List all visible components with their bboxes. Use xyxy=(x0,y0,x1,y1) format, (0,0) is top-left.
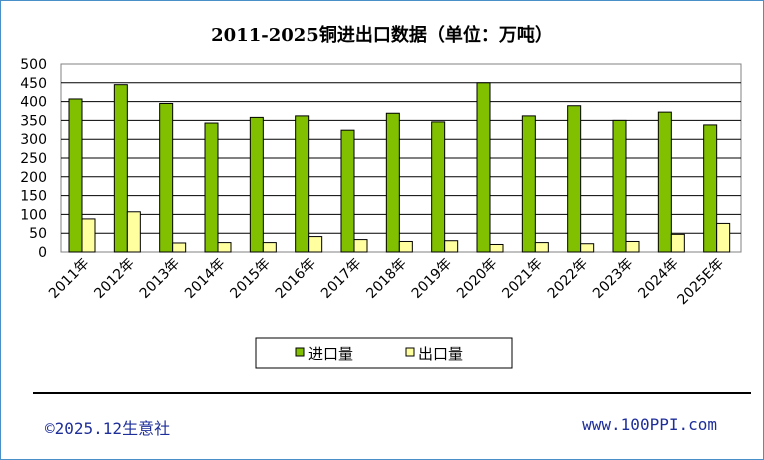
bar-export-13 xyxy=(670,233,685,253)
x-tick-label: 2017年 xyxy=(318,256,364,302)
bar-export-6 xyxy=(353,239,368,253)
bar-export-11 xyxy=(580,243,595,253)
bar-import-0 xyxy=(68,98,83,253)
y-tick-label: 0 xyxy=(38,245,47,261)
bar-export-14 xyxy=(716,222,731,253)
bar-import-4 xyxy=(249,116,264,253)
x-tick-label: 2012年 xyxy=(91,256,137,302)
bar-export-5 xyxy=(308,236,323,253)
bar-export-3 xyxy=(217,242,232,253)
bar-import-12 xyxy=(612,119,627,253)
bar-export-9 xyxy=(489,243,504,253)
bar-export-2 xyxy=(172,242,187,253)
y-tick-label: 200 xyxy=(20,170,47,186)
footer-divider xyxy=(33,392,751,394)
x-tick-label: 2023年 xyxy=(590,256,636,302)
x-tick-label: 2021年 xyxy=(499,256,545,302)
legend-label-export: 出口量 xyxy=(418,345,463,363)
bar-import-3 xyxy=(204,122,219,253)
x-tick-label: 2011年 xyxy=(46,256,92,302)
bar-import-11 xyxy=(567,105,582,253)
bar-export-4 xyxy=(262,242,277,253)
y-tick-label: 350 xyxy=(20,113,47,129)
bar-import-2 xyxy=(159,102,174,253)
y-tick-label: 300 xyxy=(20,132,47,148)
chart-title: 2011-2025铜进出口数据（单位：万吨） xyxy=(211,24,553,46)
bar-import-14 xyxy=(703,124,718,253)
x-tick-label: 2025E年 xyxy=(674,256,727,309)
legend-swatch-import xyxy=(295,347,305,357)
bar-import-7 xyxy=(385,112,400,253)
y-tick-label: 150 xyxy=(20,189,47,205)
x-tick-label: 2014年 xyxy=(182,256,228,302)
legend-label-import: 进口量 xyxy=(308,345,353,363)
bars xyxy=(68,82,731,253)
bar-import-10 xyxy=(521,115,536,253)
x-tick-label: 2018年 xyxy=(363,256,409,302)
x-tick-label: 2013年 xyxy=(137,256,183,302)
bar-export-1 xyxy=(126,211,141,253)
y-tick-label: 400 xyxy=(20,95,47,111)
bar-import-1 xyxy=(113,84,128,253)
bar-export-7 xyxy=(398,240,413,253)
y-tick-label: 450 xyxy=(20,76,47,92)
x-axis-ticks: 2011年2012年2013年2014年2015年2016年2017年2018年… xyxy=(46,256,727,309)
legend-swatch-export xyxy=(405,347,415,357)
x-tick-label: 2019年 xyxy=(409,256,455,302)
grid-lines xyxy=(61,82,741,234)
bar-export-12 xyxy=(625,240,640,253)
bar-export-8 xyxy=(444,240,459,253)
x-tick-label: 2022年 xyxy=(545,256,591,302)
legend: 进口量 出口量 xyxy=(255,337,513,369)
footer-website: www.100PPI.com xyxy=(582,415,717,434)
bar-export-10 xyxy=(534,242,549,253)
y-tick-label: 500 xyxy=(20,57,47,73)
bar-import-6 xyxy=(340,129,355,253)
footer-copyright: ©2025.12生意社 xyxy=(45,419,171,438)
x-tick-label: 2015年 xyxy=(227,256,273,302)
y-tick-label: 100 xyxy=(20,207,47,223)
bar-import-13 xyxy=(657,111,672,253)
x-tick-label: 2024年 xyxy=(635,256,681,302)
y-tick-label: 50 xyxy=(29,226,47,242)
x-tick-label: 2020年 xyxy=(454,256,500,302)
bar-import-9 xyxy=(476,82,491,253)
legend-box xyxy=(255,337,513,369)
bar-import-5 xyxy=(295,115,310,253)
x-tick-label: 2016年 xyxy=(273,256,319,302)
y-tick-label: 250 xyxy=(20,151,47,167)
bar-import-8 xyxy=(431,121,446,253)
bar-export-0 xyxy=(81,218,96,253)
